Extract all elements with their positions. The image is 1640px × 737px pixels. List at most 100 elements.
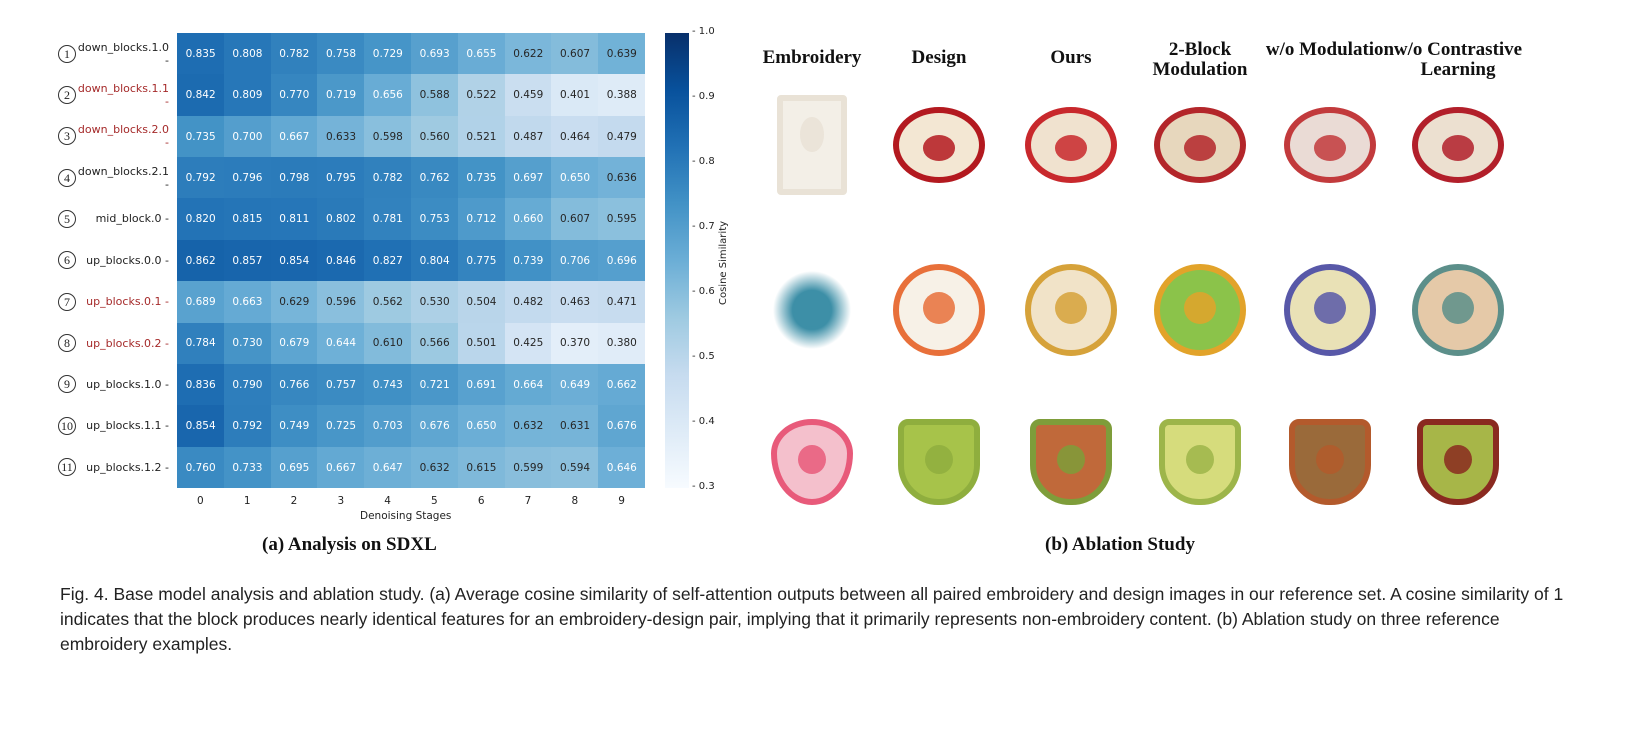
heatmap-cell: 0.757 xyxy=(317,363,365,406)
heatmap-cell: 0.667 xyxy=(270,115,318,158)
heatmap-cell: 0.664 xyxy=(504,363,552,406)
row-index: 11 xyxy=(58,458,76,477)
heatmap-cell: 0.691 xyxy=(457,363,506,406)
heatmap-cell: 0.380 xyxy=(598,322,646,365)
heatmap-cell: 0.706 xyxy=(551,239,599,282)
heatmap-cell: 0.655 xyxy=(457,33,506,75)
heatmap-cell: 0.762 xyxy=(411,157,459,199)
column-header: 2-Block Modulation xyxy=(1152,39,1248,80)
column-header: Embroidery xyxy=(762,47,862,68)
embroidery-image xyxy=(1280,412,1380,512)
heatmap-cell: 0.760 xyxy=(177,446,225,489)
column-header: w/o Modulation xyxy=(1265,39,1395,60)
heatmap-cell: 0.566 xyxy=(411,322,459,365)
heatmap-cell: 0.792 xyxy=(223,405,272,448)
heatmap-cell: 0.854 xyxy=(270,239,318,282)
heatmap-cell: 0.463 xyxy=(551,281,599,324)
heatmap-cell: 0.631 xyxy=(551,405,599,448)
heatmap-cell: 0.530 xyxy=(411,281,459,324)
row-name: down_blocks.1.1 - xyxy=(77,81,169,108)
heatmap-cell: 0.862 xyxy=(177,239,225,282)
row-name: up_blocks.1.2 - xyxy=(86,460,169,474)
embroidery-image xyxy=(1280,95,1380,195)
heatmap-cell: 0.820 xyxy=(177,198,225,241)
heatmap-cell: 0.730 xyxy=(223,322,272,365)
row-index: 6 xyxy=(58,251,76,270)
heatmap-cell: 0.487 xyxy=(504,115,552,158)
row-index: 1 xyxy=(58,44,76,63)
row-index: 2 xyxy=(58,85,76,104)
embroidery-image xyxy=(762,95,862,195)
x-tick-label: 6 xyxy=(477,495,485,507)
heatmap-cell: 0.646 xyxy=(598,446,646,489)
row-label: 7 up_blocks.0.1 - xyxy=(55,281,175,322)
heatmap-cell: 0.758 xyxy=(317,33,365,75)
row-label: 4 down_blocks.2.1 - xyxy=(55,157,175,198)
heatmap-cell: 0.835 xyxy=(177,33,225,75)
heatmap-cell: 0.629 xyxy=(270,281,318,324)
heatmap-cell: 0.739 xyxy=(504,239,552,282)
x-tick-label: 9 xyxy=(618,495,625,507)
row-label: 8 up_blocks.0.2 - xyxy=(55,323,175,364)
colorbar-tick: - 0.5 xyxy=(692,351,715,362)
embroidery-image xyxy=(1021,95,1121,195)
colorbar-tick: - 1.0 xyxy=(692,26,715,37)
heatmap-cell: 0.729 xyxy=(364,33,412,75)
heatmap-cell: 0.782 xyxy=(364,157,412,199)
embroidery-image xyxy=(1150,260,1250,360)
x-tick-label: 8 xyxy=(571,495,579,507)
heatmap-cell: 0.632 xyxy=(411,446,459,489)
heatmap-cell: 0.471 xyxy=(598,281,646,324)
heatmap-cell: 0.639 xyxy=(598,33,646,75)
heatmap-cell: 0.633 xyxy=(317,115,365,158)
heatmap-cell: 0.735 xyxy=(177,115,225,158)
row-label: 3 down_blocks.2.0 - xyxy=(55,116,175,157)
heatmap-cell: 0.719 xyxy=(317,74,365,117)
heatmap-cell: 0.703 xyxy=(364,405,412,448)
x-tick-label: 3 xyxy=(337,495,345,507)
heatmap-cell: 0.649 xyxy=(551,363,599,406)
row-index: 3 xyxy=(58,127,76,146)
row-name: mid_block.0 - xyxy=(95,212,169,226)
heatmap-cell: 0.790 xyxy=(223,363,272,406)
heatmap-cell: 0.595 xyxy=(598,198,646,241)
heatmap-cell: 0.857 xyxy=(223,239,272,282)
row-label: 5 mid_block.0 - xyxy=(55,198,175,239)
heatmap-cell: 0.795 xyxy=(317,157,365,199)
colorbar-tick: - 0.6 xyxy=(692,286,715,297)
heatmap-cell: 0.522 xyxy=(457,74,506,117)
heatmap-cell: 0.464 xyxy=(551,115,599,158)
embroidery-image xyxy=(889,95,989,195)
colorbar xyxy=(665,33,689,488)
row-index: 7 xyxy=(58,292,76,311)
heatmap-cell: 0.784 xyxy=(177,322,225,365)
row-name: down_blocks.2.0 - xyxy=(77,123,169,150)
row-index: 10 xyxy=(58,416,76,435)
heatmap-cell: 0.827 xyxy=(364,239,412,282)
heatmap-cell: 0.782 xyxy=(270,33,318,75)
heatmap-cell: 0.562 xyxy=(364,281,412,324)
heatmap-cell: 0.700 xyxy=(223,115,272,158)
heatmap-cell: 0.689 xyxy=(177,281,225,324)
row-name: down_blocks.2.1 - xyxy=(77,164,169,191)
heatmap-cell: 0.846 xyxy=(317,239,365,282)
panel-b-title: (b) Ablation Study xyxy=(1045,534,1195,555)
heatmap-cell: 0.721 xyxy=(411,363,459,406)
heatmap-cell: 0.622 xyxy=(504,33,552,75)
row-index: 9 xyxy=(58,375,76,394)
heatmap-cell: 0.425 xyxy=(504,322,552,365)
heatmap-cell: 0.521 xyxy=(457,115,506,158)
row-name: up_blocks.1.0 - xyxy=(86,377,169,391)
heatmap-cell: 0.594 xyxy=(551,446,599,489)
heatmap-cell: 0.599 xyxy=(504,446,552,489)
heatmap-cell: 0.632 xyxy=(504,405,552,448)
heatmap-cell: 0.749 xyxy=(270,405,318,448)
column-header: Ours xyxy=(1050,47,1092,68)
heatmap-cell: 0.501 xyxy=(457,322,506,365)
heatmap-cell: 0.479 xyxy=(598,115,646,158)
heatmap-cell: 0.370 xyxy=(551,322,599,365)
heatmap-cell: 0.388 xyxy=(598,74,646,117)
embroidery-image xyxy=(1408,260,1508,360)
heatmap-cell: 0.679 xyxy=(270,322,318,365)
heatmap-cell: 0.615 xyxy=(457,446,506,489)
